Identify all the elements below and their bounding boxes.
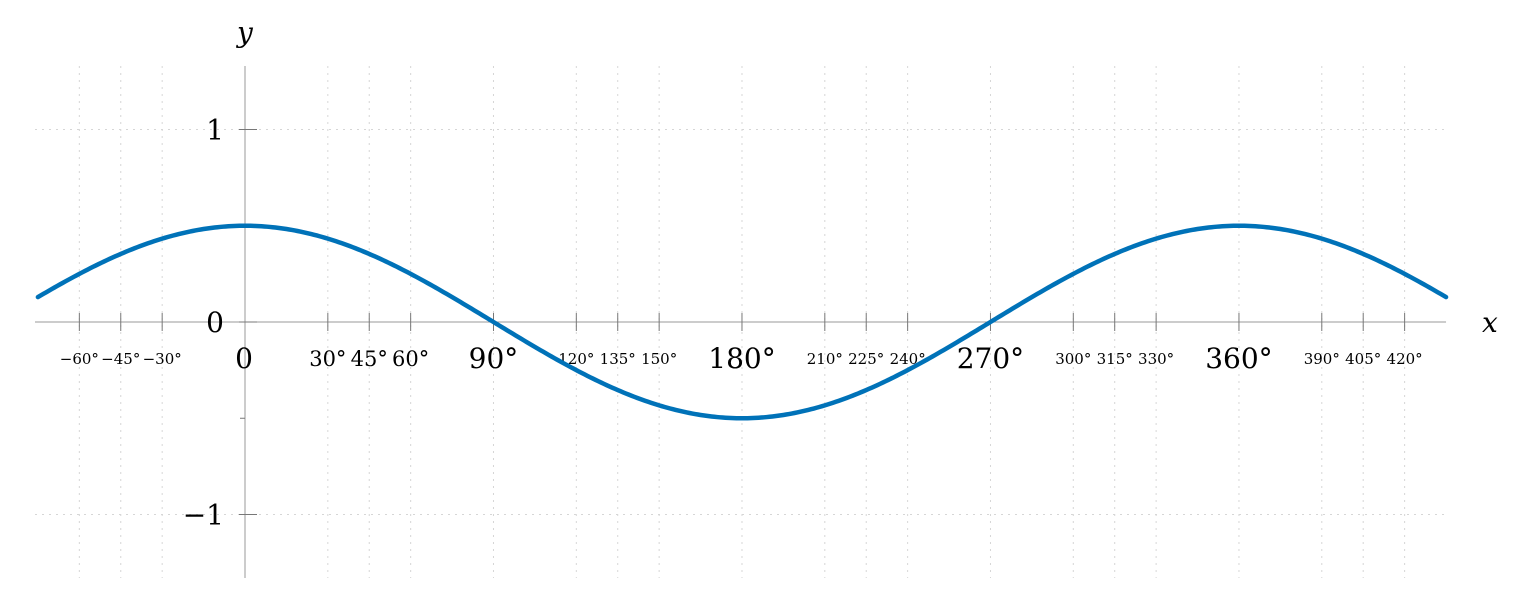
x-tick-label-315: 315° xyxy=(1097,350,1133,368)
x-tick-label-90: 90° xyxy=(469,342,519,375)
series-line-cosine xyxy=(35,223,1449,421)
x-tick-label-405: 405° xyxy=(1345,350,1381,368)
x-tick-label-135: 135° xyxy=(600,350,636,368)
x-tick-label-270: 270° xyxy=(957,342,1024,375)
y-axis-title: y xyxy=(235,16,254,49)
y-tick-label-0: 0 xyxy=(206,306,224,339)
x-tick-label-390: 390° xyxy=(1304,350,1340,368)
x-tick-label-m60: −60° xyxy=(60,350,99,368)
x-tick-label-180: 180° xyxy=(708,342,775,375)
x-axis-title: x xyxy=(1482,306,1498,339)
x-tick-label-420: 420° xyxy=(1387,350,1423,368)
x-tick-label-330: 330° xyxy=(1138,350,1174,368)
grid xyxy=(35,65,1447,579)
x-tick-label-60: 60° xyxy=(392,347,429,371)
x-tick-label-30: 30° xyxy=(309,347,346,371)
x-tick-label-225: 225° xyxy=(848,350,884,368)
series xyxy=(35,223,1449,421)
x-tick-label-210: 210° xyxy=(807,350,843,368)
y-tick-label-1: 1 xyxy=(206,114,224,147)
y-tick-label-m1: −1 xyxy=(183,499,224,532)
x-tick-label-45: 45° xyxy=(351,347,388,371)
x-tick-label-0: 0 xyxy=(235,342,253,375)
x-tick-label-360: 360° xyxy=(1205,342,1272,375)
x-tick-label-150: 150° xyxy=(641,350,677,368)
x-tick-label-300: 300° xyxy=(1055,350,1091,368)
x-tick-label-m45: −45° xyxy=(101,350,140,368)
ticks: −60° −45° −30° 0 30° 45° 60° 90° 120° 135° 150° 180… xyxy=(60,114,1423,532)
x-tick-label-m30: −30° xyxy=(143,350,182,368)
